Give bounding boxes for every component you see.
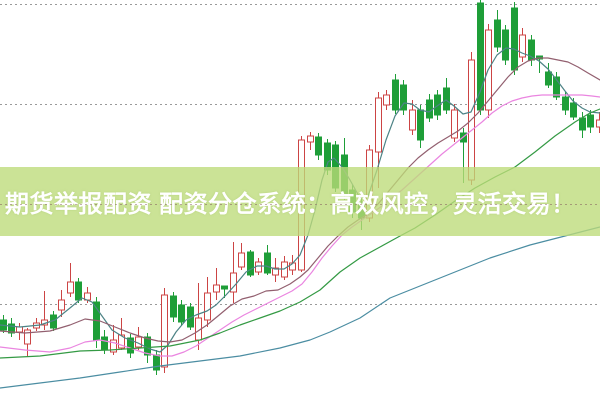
candle-up xyxy=(204,277,211,327)
gridline-over-banner xyxy=(0,204,600,205)
candle-up xyxy=(58,290,65,317)
candle-up xyxy=(409,100,416,135)
candle-down xyxy=(315,133,322,160)
candle-up xyxy=(468,52,475,185)
candle-down xyxy=(562,92,569,115)
candle-down xyxy=(247,250,254,277)
candle-down xyxy=(443,78,450,114)
candle-down xyxy=(153,350,160,375)
candle-down xyxy=(264,245,271,275)
candle-down xyxy=(170,292,177,322)
candle-up xyxy=(230,242,237,303)
candle-down xyxy=(528,35,535,66)
candle-up xyxy=(213,268,220,300)
candle-down xyxy=(0,315,7,333)
candle-up xyxy=(383,90,390,110)
candle-up xyxy=(33,318,40,331)
ad-banner: 期货举报配资 配资分仓系统：高效风控，灵活交易！ xyxy=(0,167,600,236)
candle-down xyxy=(417,105,424,148)
gridline xyxy=(0,104,600,105)
candle-up xyxy=(307,132,314,150)
candle-up xyxy=(519,28,526,62)
candle-down xyxy=(426,94,433,122)
candle-down xyxy=(494,10,501,52)
candle-up xyxy=(161,288,168,373)
candle-down xyxy=(477,0,484,115)
candle-down xyxy=(187,303,194,330)
ad-banner-text: 期货举报配资 配资分仓系统：高效风控，灵活交易！ xyxy=(5,191,576,218)
gridline xyxy=(0,4,600,5)
candle-down xyxy=(8,318,15,337)
candle-up xyxy=(135,327,142,350)
candle-up xyxy=(485,24,492,118)
candle-up xyxy=(272,258,279,282)
candle-down xyxy=(127,334,134,358)
candle-up xyxy=(16,323,23,340)
candle-down xyxy=(400,80,407,115)
candle-up xyxy=(596,112,600,133)
candle-down xyxy=(392,74,399,114)
candle-down xyxy=(178,300,185,326)
candle-down xyxy=(545,63,552,88)
gridline xyxy=(0,304,600,305)
candle-down xyxy=(502,25,509,65)
candle-up xyxy=(67,263,74,297)
candle-down xyxy=(75,278,82,303)
candle-up xyxy=(238,243,245,270)
ma-green xyxy=(0,108,600,359)
candle-down xyxy=(587,110,594,133)
ma-slow-blue xyxy=(0,226,600,389)
ma-fast-teal xyxy=(0,47,600,353)
candle-up xyxy=(451,104,458,142)
candle-down xyxy=(511,2,518,75)
